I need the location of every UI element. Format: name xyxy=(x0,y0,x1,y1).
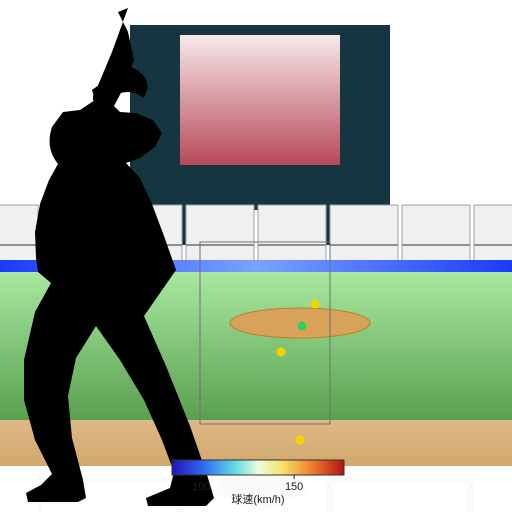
colorbar-tick-label: 100 xyxy=(192,481,210,493)
colorbar-tick-label: 150 xyxy=(285,481,303,493)
pitch-marker xyxy=(298,322,307,331)
pitch-marker xyxy=(296,436,305,445)
colorbar-axis-label: 球速(km/h) xyxy=(231,492,284,506)
pitch-location-chart: 100 150 球速(km/h) xyxy=(0,0,512,512)
pitch-marker xyxy=(311,300,320,309)
pitch-marker xyxy=(277,348,286,357)
